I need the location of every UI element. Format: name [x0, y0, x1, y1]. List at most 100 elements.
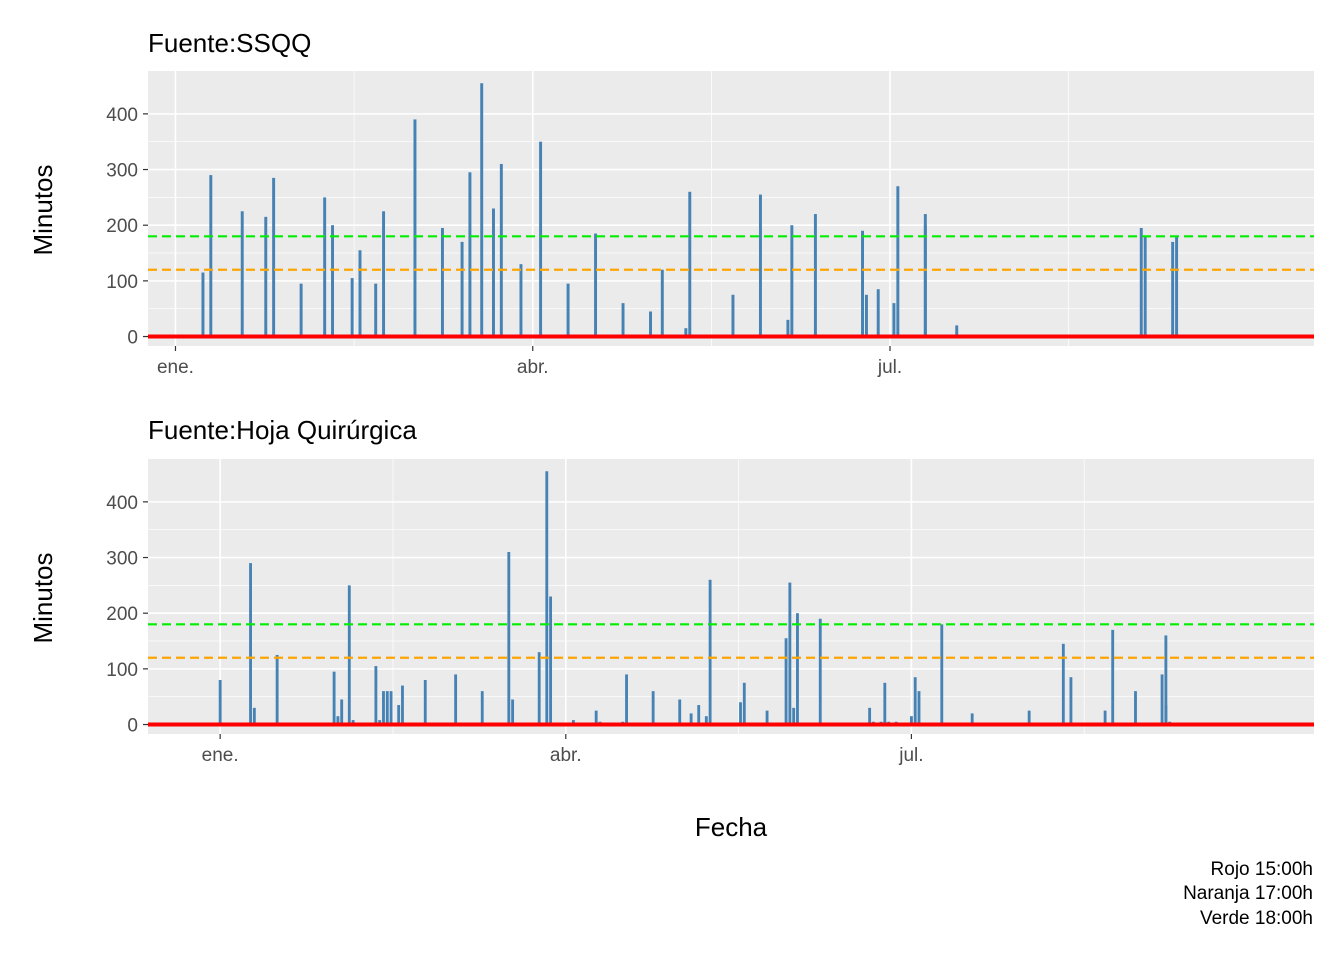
bar [454, 674, 458, 725]
bar [689, 713, 693, 725]
y-tick-label: 300 [106, 549, 138, 570]
bar [1143, 236, 1147, 337]
bar [1160, 674, 1164, 725]
bar [621, 303, 625, 337]
bar [374, 283, 378, 337]
bar [625, 674, 628, 725]
bar [423, 680, 427, 725]
bar [909, 716, 913, 725]
y-tick-label: 200 [106, 604, 138, 625]
bar [539, 141, 543, 337]
bar [401, 685, 404, 725]
y-axis-ticks: 0 100 200 300 400 [106, 105, 148, 349]
x-tick-label: ene. [157, 357, 194, 378]
bar [876, 289, 880, 337]
bar [252, 707, 256, 725]
y-tick-label: 100 [106, 660, 138, 681]
bar [892, 303, 896, 337]
bar [688, 191, 692, 337]
bar [796, 613, 799, 725]
bar [460, 241, 464, 337]
bar [790, 225, 794, 337]
bar [1171, 241, 1175, 337]
reference-lines [148, 623, 1314, 727]
caption-line-orange: Naranja 17:00h [1183, 883, 1313, 904]
x-tick-label: ene. [202, 745, 239, 766]
bar [511, 699, 515, 725]
x-axis-ticks: ene. abr. jul. [202, 734, 924, 766]
bar [440, 227, 444, 337]
y-tick-label: 0 [127, 716, 138, 737]
panel-hoja-quirurgica: Fuente:Hoja Quirúrgica 0 100 200 300 400 ene… [28, 415, 1314, 766]
bar [264, 216, 268, 337]
y-axis-title: Minutos [28, 164, 58, 255]
bar [492, 208, 495, 337]
bar [332, 671, 336, 725]
y-tick-label: 100 [106, 272, 138, 293]
bar [519, 264, 523, 337]
bar [651, 691, 655, 725]
bar [480, 691, 484, 725]
bar [468, 172, 472, 337]
bar [299, 283, 303, 337]
bar [923, 225, 927, 337]
bar [594, 710, 598, 725]
bar [382, 691, 385, 725]
bar [537, 652, 541, 725]
bar [323, 197, 327, 337]
bar [571, 720, 575, 725]
bar [684, 328, 688, 337]
bar [861, 230, 864, 337]
bar [545, 471, 549, 725]
grid-minor [148, 459, 1314, 734]
x-tick-label: jul. [877, 357, 902, 378]
bar [272, 177, 276, 337]
bar [249, 563, 252, 725]
y-tick-label: 400 [106, 105, 138, 126]
bar [792, 707, 796, 725]
bar [397, 705, 401, 725]
y-tick-label: 300 [106, 161, 138, 182]
reference-lines [148, 235, 1314, 339]
bar [708, 579, 712, 725]
panel-title: Fuente:SSQQ [148, 28, 311, 58]
y-axis-title: Minutos [28, 552, 58, 643]
bar [896, 186, 900, 337]
bar [240, 211, 244, 337]
bar [788, 582, 792, 725]
bar [784, 638, 788, 725]
bar [374, 666, 378, 725]
bar [566, 283, 570, 337]
bar [382, 211, 386, 337]
bar [351, 720, 355, 725]
bar [1027, 710, 1031, 725]
grid-minor [148, 71, 1314, 346]
bar [1111, 629, 1115, 725]
y-tick-label: 0 [127, 328, 138, 349]
bars [218, 471, 1172, 725]
caption-line-red: Rojo 15:00h [1211, 859, 1313, 880]
bar [385, 691, 389, 725]
bar [940, 624, 944, 725]
y-axis-ticks: 0 100 200 300 400 [106, 493, 148, 737]
bar [731, 294, 735, 337]
bar [275, 654, 279, 725]
caption-line-green: Verde 18:00h [1200, 908, 1313, 929]
x-tick-label: jul. [898, 745, 923, 766]
bar [594, 233, 598, 337]
bar [336, 716, 340, 725]
bar [739, 702, 742, 725]
bar [413, 119, 417, 337]
bar [955, 325, 959, 337]
bar [742, 682, 746, 725]
bar [499, 163, 503, 337]
bar [765, 710, 769, 725]
bar [704, 716, 708, 725]
x-tick-label: abr. [517, 357, 549, 378]
bar [660, 269, 664, 337]
x-tick-label: abr. [550, 745, 582, 766]
bar [1061, 643, 1065, 725]
bar [1164, 635, 1168, 725]
bar [350, 278, 354, 337]
bar [813, 214, 817, 337]
